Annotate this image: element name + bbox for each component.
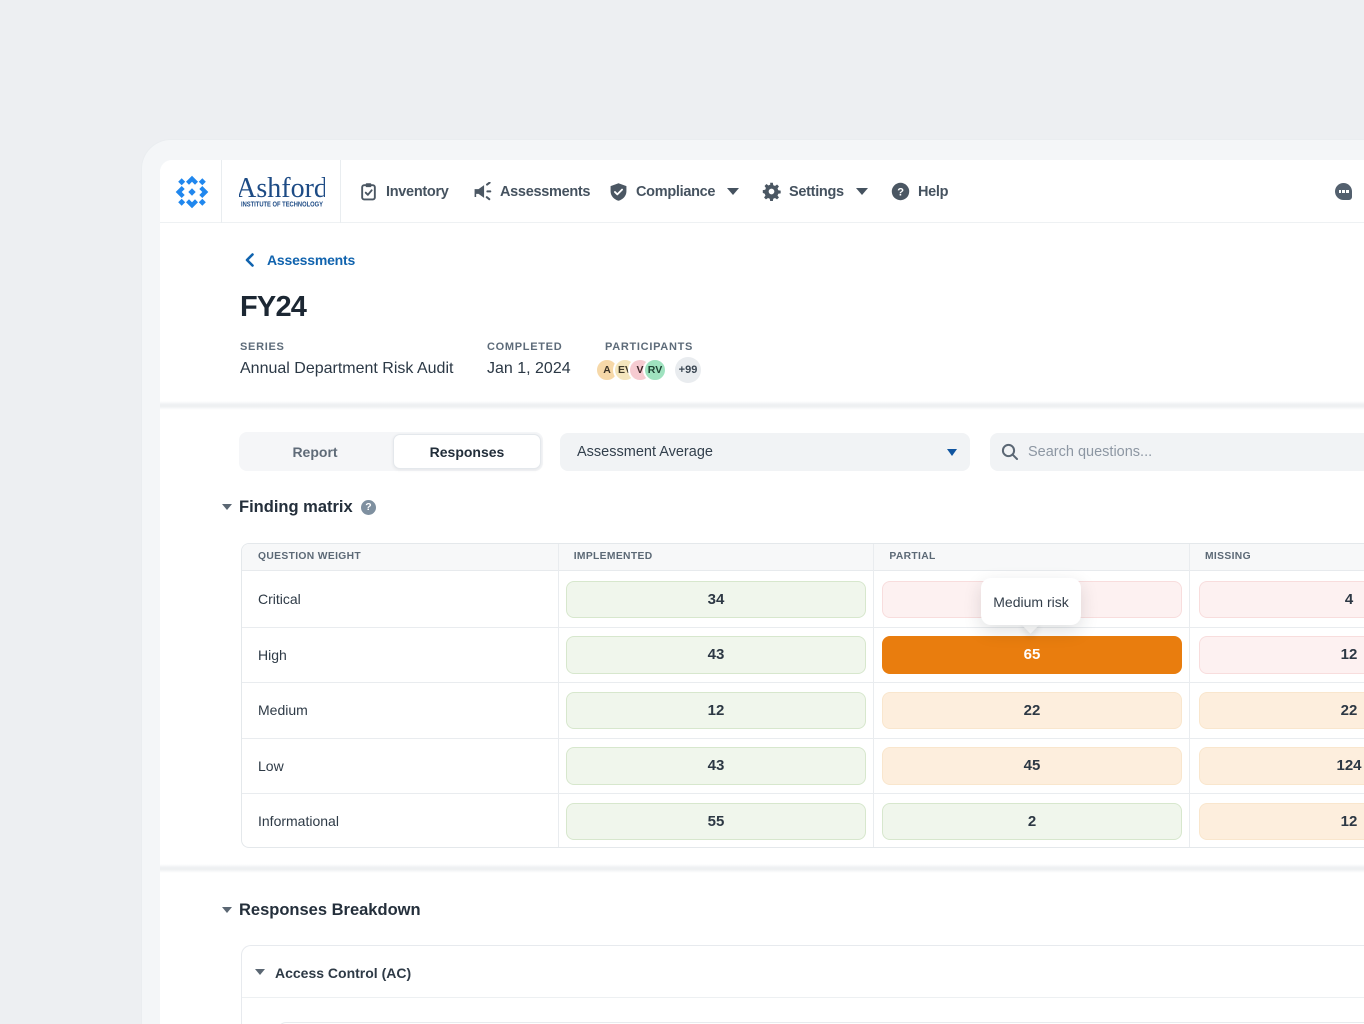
svg-text:Ashford: Ashford <box>239 175 325 204</box>
svg-text:?: ? <box>897 186 904 198</box>
svg-text:INSTITUTE OF TECHNOLOGY: INSTITUTE OF TECHNOLOGY <box>241 200 323 209</box>
